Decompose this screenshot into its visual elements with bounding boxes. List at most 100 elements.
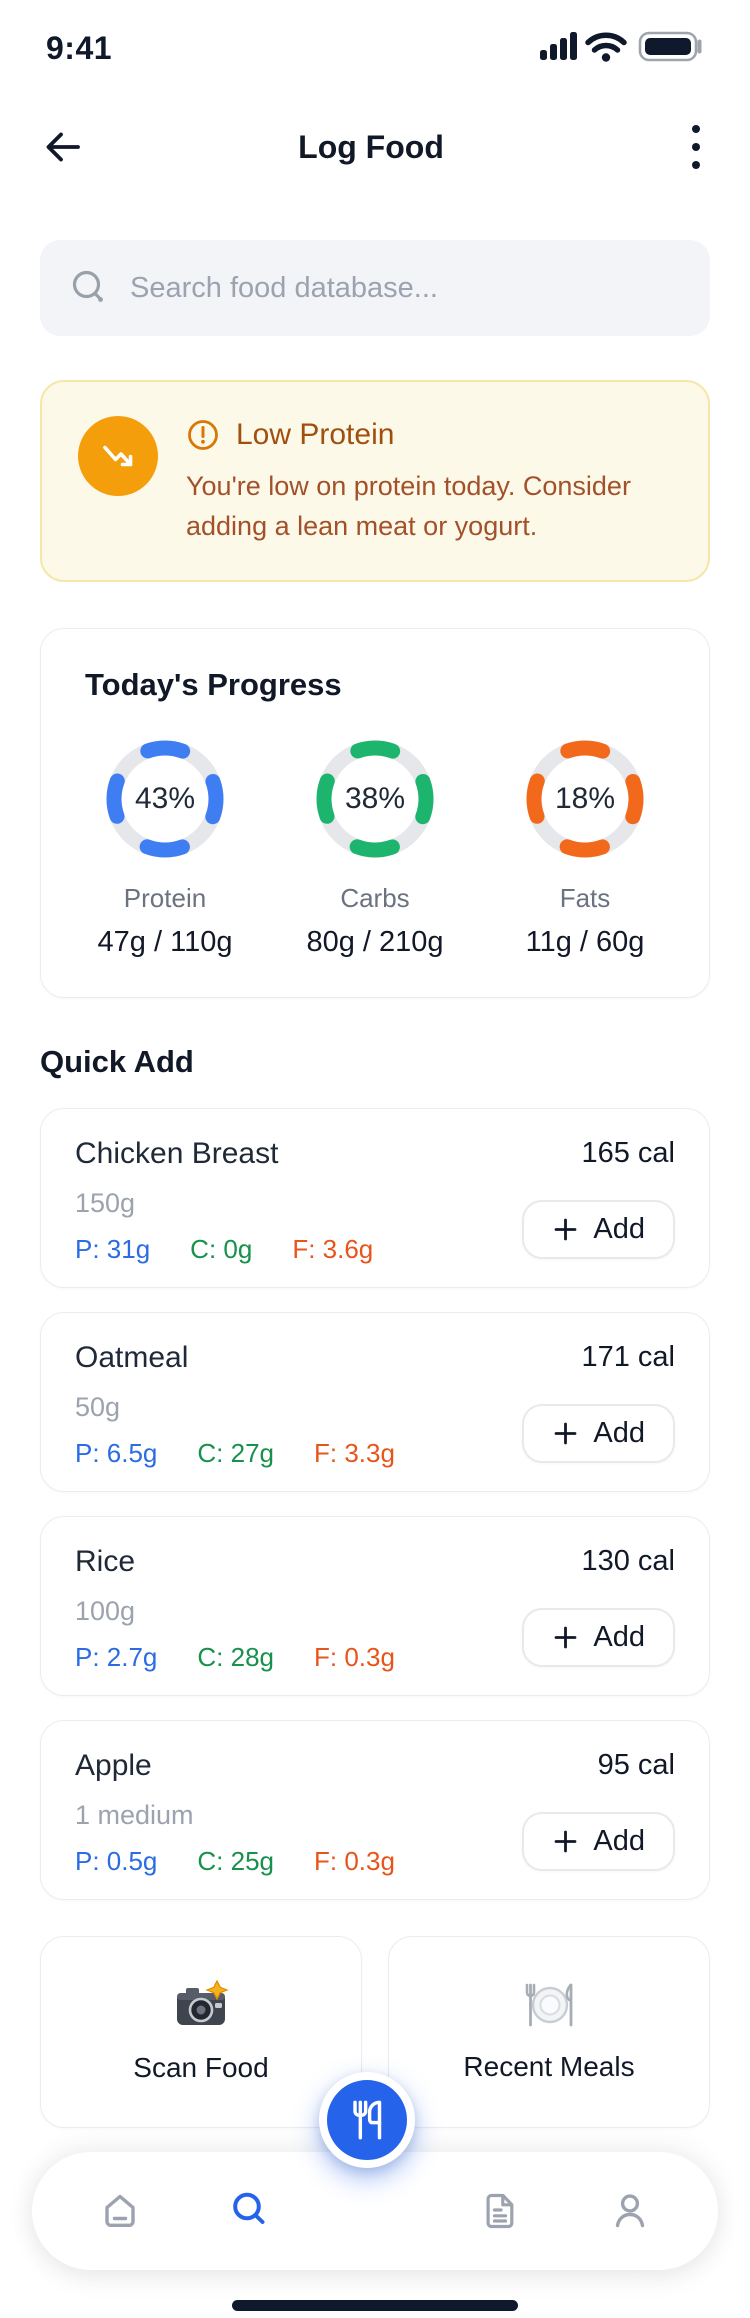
food-name: Chicken Breast bbox=[75, 1137, 279, 1170]
food-macros: P: 2.7g C: 28g F: 0.3g bbox=[75, 1642, 435, 1673]
nav-group-left bbox=[98, 2189, 272, 2233]
nav-search[interactable] bbox=[228, 2189, 272, 2233]
utensils-icon bbox=[353, 2100, 382, 2140]
food-name: Apple bbox=[75, 1749, 152, 1782]
kebab-menu-icon bbox=[692, 125, 700, 169]
back-button[interactable] bbox=[40, 125, 86, 169]
status-icons bbox=[538, 29, 710, 68]
shortcuts-row: Scan Food Recent Meals bbox=[40, 1936, 710, 2128]
nav-home[interactable] bbox=[98, 2189, 142, 2233]
macro-ring-carbs: 38% Carbs 80g / 210g bbox=[295, 737, 455, 959]
progress-title: Today's Progress bbox=[85, 667, 342, 702]
food-calories: 171 cal bbox=[581, 1341, 675, 1373]
shortcut-scan-food[interactable]: Scan Food bbox=[40, 1936, 362, 2128]
plus-icon bbox=[554, 1830, 577, 1853]
ring-chart: 38% bbox=[313, 737, 437, 861]
food-info: Apple 1 medium P: 0.5g C: 25g F: 0.3g bbox=[75, 1749, 435, 1876]
trending-down-icon bbox=[103, 445, 133, 467]
search-icon bbox=[72, 270, 103, 302]
ring-label: Protein bbox=[123, 883, 207, 913]
nav-profile[interactable] bbox=[608, 2189, 652, 2233]
add-food-button[interactable]: Add bbox=[522, 1608, 675, 1667]
document-icon bbox=[486, 2193, 514, 2229]
plus-icon bbox=[554, 1218, 577, 1241]
page-title: Log Food bbox=[298, 128, 444, 165]
alert-content: Low Protein You're low on protein today.… bbox=[186, 416, 672, 546]
protein-value: P: 31g bbox=[75, 1234, 151, 1264]
food-macros: P: 6.5g C: 27g F: 3.3g bbox=[75, 1438, 435, 1469]
back-arrow-icon bbox=[46, 132, 80, 162]
add-button-label: Add bbox=[593, 1621, 645, 1653]
nav-document[interactable] bbox=[478, 2189, 522, 2233]
quick-add-list: Chicken Breast 150g P: 31g C: 0g F: 3.6g… bbox=[0, 1108, 750, 1900]
home-indicator[interactable] bbox=[232, 2300, 518, 2311]
low-protein-alert: Low Protein You're low on protein today.… bbox=[40, 380, 710, 582]
ring-label: Carbs bbox=[340, 883, 410, 913]
bottom-nav bbox=[32, 2152, 718, 2270]
quick-add-title: Quick Add bbox=[40, 1044, 194, 1079]
trending-down-badge bbox=[78, 416, 158, 496]
camera-icon bbox=[177, 1980, 229, 2025]
carbs-value: C: 28g bbox=[197, 1642, 275, 1672]
food-calories: 95 cal bbox=[597, 1749, 675, 1781]
food-actions: 165 cal Add bbox=[522, 1137, 675, 1259]
profile-icon bbox=[615, 2194, 645, 2228]
nav-group-right bbox=[478, 2189, 652, 2233]
search-icon bbox=[233, 2192, 265, 2224]
food-serving: 150g bbox=[75, 1188, 136, 1218]
food-serving: 1 medium bbox=[75, 1800, 194, 1830]
alert-circle-icon bbox=[188, 420, 218, 450]
plus-icon bbox=[554, 1626, 577, 1649]
food-info: Rice 100g P: 2.7g C: 28g F: 0.3g bbox=[75, 1545, 435, 1672]
shortcut-recent-meals[interactable]: Recent Meals bbox=[388, 1936, 710, 2128]
food-serving: 50g bbox=[75, 1392, 121, 1422]
add-food-button[interactable]: Add bbox=[522, 1812, 675, 1871]
add-food-button[interactable]: Add bbox=[522, 1200, 675, 1259]
food-card[interactable]: Rice 100g P: 2.7g C: 28g F: 0.3g 130 cal… bbox=[40, 1516, 710, 1696]
shortcut-label: Scan Food bbox=[133, 2052, 269, 2083]
food-card[interactable]: Chicken Breast 150g P: 31g C: 0g F: 3.6g… bbox=[40, 1108, 710, 1288]
protein-value: P: 0.5g bbox=[75, 1846, 158, 1876]
ring-percent: 18% bbox=[554, 782, 616, 815]
food-serving: 100g bbox=[75, 1596, 136, 1626]
add-button-label: Add bbox=[593, 1213, 645, 1245]
plus-icon bbox=[554, 1422, 577, 1445]
food-info: Oatmeal 50g P: 6.5g C: 27g F: 3.3g bbox=[75, 1341, 435, 1468]
ring-value: 47g / 110g bbox=[97, 926, 233, 958]
food-name: Oatmeal bbox=[75, 1341, 189, 1374]
add-food-button[interactable]: Add bbox=[522, 1404, 675, 1463]
fats-value: F: 0.3g bbox=[314, 1642, 395, 1672]
search-bar[interactable] bbox=[40, 240, 710, 336]
todays-progress-card: Today's Progress 43% Protein 47g / 110g … bbox=[40, 628, 710, 998]
ring-chart: 43% bbox=[103, 737, 227, 861]
search-input[interactable] bbox=[130, 271, 680, 305]
food-calories: 165 cal bbox=[581, 1137, 675, 1169]
status-time: 9:41 bbox=[46, 29, 113, 66]
shortcut-label: Recent Meals bbox=[463, 2051, 635, 2082]
food-actions: 130 cal Add bbox=[522, 1545, 675, 1667]
add-button-label: Add bbox=[593, 1417, 645, 1449]
ring-value: 80g / 210g bbox=[306, 926, 444, 958]
ring-chart: 18% bbox=[523, 737, 647, 861]
food-actions: 95 cal Add bbox=[522, 1749, 675, 1871]
fats-value: F: 0.3g bbox=[314, 1846, 395, 1876]
log-meal-fab[interactable] bbox=[319, 2072, 415, 2168]
cellular-wifi-battery-icon bbox=[540, 31, 702, 62]
alert-message: You're low on protein today. Consider ad… bbox=[186, 471, 631, 541]
macro-ring-protein: 43% Protein 47g / 110g bbox=[85, 737, 245, 959]
ring-percent: 43% bbox=[134, 782, 196, 815]
food-macros: P: 0.5g C: 25g F: 0.3g bbox=[75, 1846, 435, 1877]
more-options-button[interactable] bbox=[690, 122, 702, 172]
protein-value: P: 6.5g bbox=[75, 1438, 158, 1468]
ring-label: Fats bbox=[559, 883, 611, 913]
add-button-label: Add bbox=[593, 1825, 645, 1857]
food-calories: 130 cal bbox=[581, 1545, 675, 1577]
macro-rings: 43% Protein 47g / 110g 38% Carbs 80g / 2… bbox=[85, 737, 665, 959]
fats-value: F: 3.3g bbox=[314, 1438, 395, 1468]
ring-value: 11g / 60g bbox=[525, 926, 645, 958]
food-card[interactable]: Oatmeal 50g P: 6.5g C: 27g F: 3.3g 171 c… bbox=[40, 1312, 710, 1492]
macro-ring-fats: 18% Fats 11g / 60g bbox=[505, 737, 665, 959]
alert-title: Low Protein bbox=[236, 418, 395, 451]
food-card[interactable]: Apple 1 medium P: 0.5g C: 25g F: 0.3g 95… bbox=[40, 1720, 710, 1900]
